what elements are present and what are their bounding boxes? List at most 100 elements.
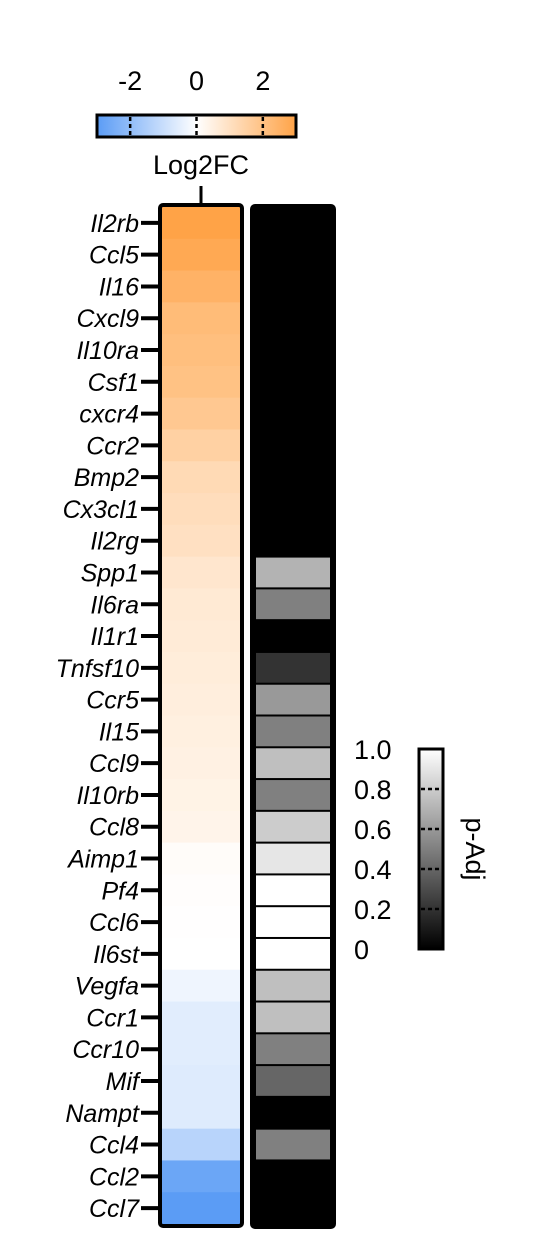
log2fc-cell xyxy=(161,1065,241,1098)
padj-colorbar: 1.0 0.8 0.6 0.4 0.2 0 p-Adj xyxy=(354,735,490,965)
padj-cell xyxy=(256,748,330,779)
gene-label: Il1r1 xyxy=(90,623,139,651)
log2fc-cell xyxy=(161,1128,241,1162)
padj-colorbar-gradient xyxy=(417,747,445,951)
log2fc-cell xyxy=(161,620,241,653)
gene-label: Cx3cl1 xyxy=(63,496,139,524)
gene-label: Il15 xyxy=(99,718,139,746)
padj-colorbar-tick-label: 0 xyxy=(354,935,369,965)
gene-label: Aimp1 xyxy=(66,846,139,874)
log2fc-cell xyxy=(161,397,241,431)
gene-label: Il2rg xyxy=(90,528,139,556)
gene-label: Ccr1 xyxy=(86,1004,139,1032)
log2fc-colorbar-tick-label: -2 xyxy=(118,66,142,96)
log2fc-cell xyxy=(161,1192,241,1225)
log2fc-cell xyxy=(161,334,241,367)
log2fc-cell xyxy=(161,651,241,685)
padj-cell xyxy=(256,684,330,715)
gene-label: Mif xyxy=(106,1068,142,1096)
gene-label: Pf4 xyxy=(101,877,139,905)
gene-label: Bmp2 xyxy=(74,464,139,492)
log2fc-cell xyxy=(161,1160,241,1193)
log2fc-cell xyxy=(161,937,241,971)
gene-label: Csf1 xyxy=(88,369,139,397)
log2fc-cell xyxy=(161,1033,241,1066)
log2fc-colorbar-title: Log2FC xyxy=(153,150,249,180)
padj-colorbar-tick-label: 0.4 xyxy=(354,855,392,885)
padj-colorbar-tick-label: 0.8 xyxy=(354,775,392,805)
log2fc-cell xyxy=(161,874,241,907)
log2fc-cell xyxy=(161,556,241,589)
log2fc-colorbar-tick-label: 2 xyxy=(255,66,270,96)
gene-label: Ccl4 xyxy=(89,1132,139,1160)
gene-label: Ccl2 xyxy=(89,1163,139,1191)
log2fc-cell xyxy=(161,302,241,335)
gene-label: Il10rb xyxy=(76,782,139,810)
gene-label: Il6st xyxy=(93,941,140,969)
log2fc-cell xyxy=(161,238,241,272)
log2fc-cell xyxy=(161,493,241,526)
gene-label: Cxcl9 xyxy=(76,305,139,333)
gene-label: Vegfa xyxy=(75,973,140,1001)
log2fc-cell xyxy=(161,588,241,621)
padj-colorbar-tick-label: 0.2 xyxy=(354,895,392,925)
gene-label: Il6ra xyxy=(90,591,139,619)
log2fc-cell xyxy=(161,715,241,748)
log2fc-cell xyxy=(161,842,241,876)
gene-label: cxcr4 xyxy=(79,401,139,429)
log2fc-cell xyxy=(161,270,241,303)
padj-cell xyxy=(256,589,330,620)
padj-cell xyxy=(256,843,330,874)
gene-label: Il16 xyxy=(99,273,139,301)
padj-cell xyxy=(256,938,330,969)
log2fc-cell xyxy=(161,461,241,494)
gene-label: Il2rb xyxy=(90,210,139,238)
padj-colorbar-title: p-Adj xyxy=(460,817,490,880)
gene-label: Ccr2 xyxy=(86,432,139,460)
padj-cell xyxy=(256,652,330,683)
padj-cell xyxy=(256,1129,330,1160)
log2fc-cell xyxy=(161,429,241,462)
padj-cell xyxy=(256,1066,330,1096)
log2fc-cell xyxy=(161,747,241,780)
log2fc-cell xyxy=(161,810,241,844)
padj-cell xyxy=(256,811,330,842)
padj-cell xyxy=(256,907,330,937)
log2fc-column-border xyxy=(158,203,244,1228)
log2fc-colorbar-ticks: -2 0 2 xyxy=(118,66,270,135)
log2fc-cell xyxy=(161,1001,241,1034)
gene-label: Ccl6 xyxy=(89,909,139,937)
gene-label: Ccl5 xyxy=(89,242,139,270)
padj-cell xyxy=(256,1034,330,1065)
log2fc-cell xyxy=(161,779,241,812)
gene-labels: Il2rb Ccl5 Il16 Cxcl9 Il10ra Csf1 cxcr4 Ccr2 Bmp… xyxy=(56,210,159,1223)
log2fc-column xyxy=(161,207,241,1225)
gene-label: Ccl9 xyxy=(89,750,139,778)
gene-label: Ccl8 xyxy=(89,814,139,842)
log2fc-cell xyxy=(161,365,241,399)
log2fc-colorbar: -2 0 2 Log2FC xyxy=(95,66,298,205)
padj-cell xyxy=(256,970,330,1001)
gene-label: Tnfsf10 xyxy=(56,655,139,683)
padj-colorbar-ticks: 1.0 0.8 0.6 0.4 0.2 0 xyxy=(354,735,441,965)
padj-cell xyxy=(256,875,330,906)
padj-cell xyxy=(256,1002,330,1033)
log2fc-cell xyxy=(161,969,241,1003)
gene-label: Ccr10 xyxy=(72,1036,139,1064)
log2fc-colorbar-tick-label: 0 xyxy=(189,66,204,96)
padj-column xyxy=(256,557,330,1160)
log2fc-cell xyxy=(161,1096,241,1130)
gene-label: Il10ra xyxy=(76,337,139,365)
log2fc-cell xyxy=(161,524,241,558)
padj-cell xyxy=(256,780,330,810)
gene-label: Ccr5 xyxy=(86,687,139,715)
log2fc-cell xyxy=(161,683,241,717)
padj-colorbar-tick-label: 0.6 xyxy=(354,815,392,845)
log2fc-cell xyxy=(161,207,241,240)
gene-label: Spp1 xyxy=(81,559,139,587)
padj-colorbar-tick-label: 1.0 xyxy=(354,735,392,765)
log2fc-cell xyxy=(161,906,241,939)
gene-label: Nampt xyxy=(65,1100,140,1128)
padj-cell xyxy=(256,557,330,588)
